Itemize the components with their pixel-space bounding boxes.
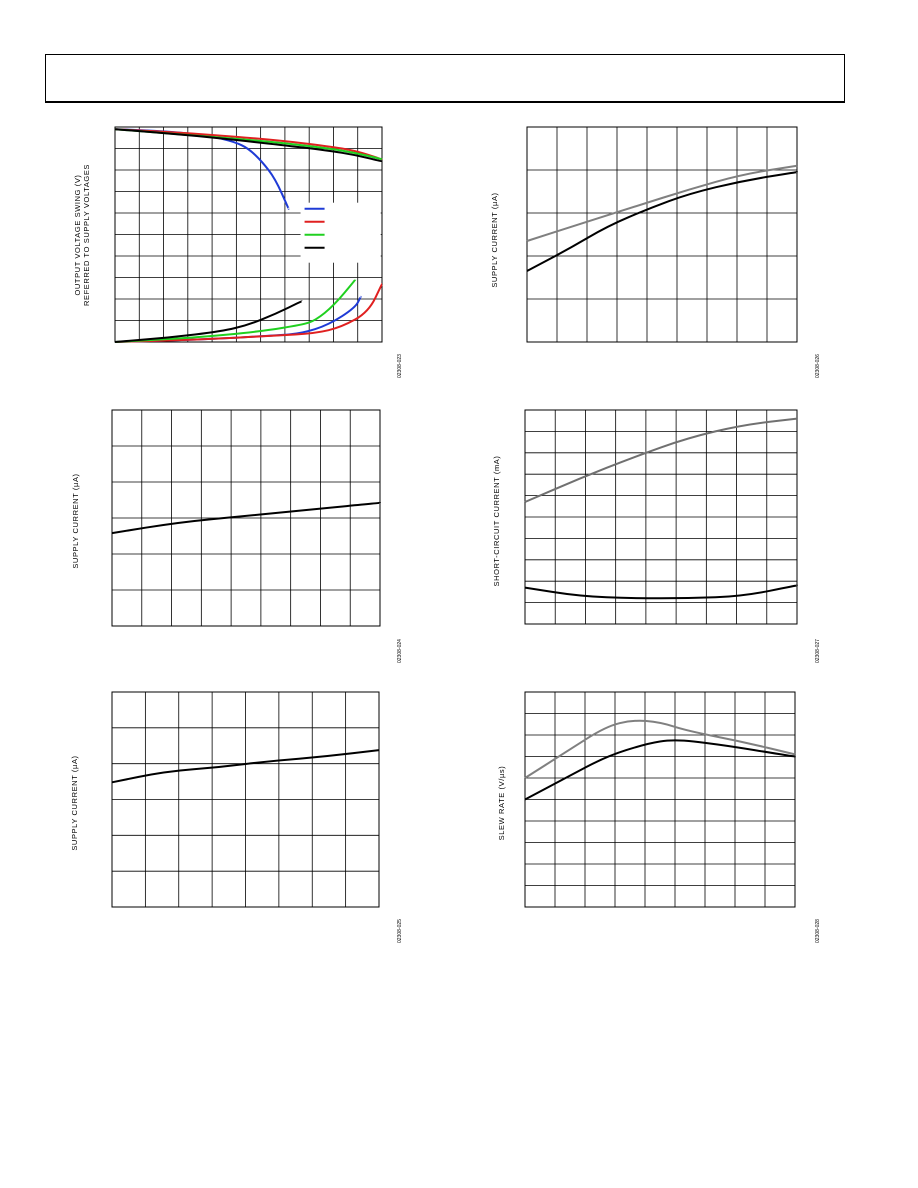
- series-line-2: [114, 128, 383, 161]
- plot-area: [114, 126, 383, 343]
- series-line-4: [114, 295, 362, 343]
- series-line-1: [524, 739, 796, 801]
- chart-supply-current-2: SUPPLY CURRENT (µA) 02308-024: [60, 408, 403, 663]
- plot-frame: [524, 409, 798, 625]
- chart-supply-current-1: SUPPLY CURRENT (µA) 02308-026: [480, 125, 821, 378]
- plot-frame: [111, 691, 380, 908]
- series-line-0: [111, 501, 381, 535]
- plot-area: [524, 691, 796, 908]
- chart-slew-rate: SLEW RATE (V/µs) 02308-028: [480, 690, 821, 943]
- chart-short-circuit-current: SHORT-CIRCUIT CURRENT (mA) 02308-027: [480, 408, 821, 663]
- plot-area: [524, 409, 798, 625]
- figure-code: 02308-026: [815, 354, 821, 378]
- figure-code: 02308-028: [815, 919, 821, 943]
- figure-code: 02308-023: [397, 354, 403, 378]
- series-line-7: [114, 300, 303, 343]
- plot-area: [111, 409, 381, 627]
- plot-area: [111, 691, 380, 908]
- plot-area: [526, 126, 798, 343]
- series-line-0: [111, 749, 380, 784]
- page-header-box: [45, 54, 845, 103]
- plot-frame: [111, 409, 381, 627]
- series-line-1: [524, 584, 798, 600]
- figure-code: 02308-027: [815, 639, 821, 663]
- figure-code: 02308-025: [397, 919, 403, 943]
- series-line-5: [114, 283, 383, 343]
- legend-box: [300, 202, 381, 263]
- series-line-0: [524, 719, 796, 779]
- figure-code: 02308-024: [397, 639, 403, 663]
- series-line-6: [114, 279, 357, 343]
- chart-supply-current-3: SUPPLY CURRENT (µA) 02308-025: [60, 690, 403, 943]
- series-line-1: [526, 171, 798, 272]
- series-line-3: [114, 128, 383, 163]
- series-line-0: [524, 417, 798, 503]
- series-line-0: [526, 164, 798, 242]
- chart-output-voltage-swing: OUTPUT VOLTAGE SWING (V) REFERRED TO SUP…: [60, 125, 403, 378]
- plot-frame: [526, 126, 798, 343]
- series-line-1: [114, 128, 383, 161]
- plot-frame: [114, 126, 383, 343]
